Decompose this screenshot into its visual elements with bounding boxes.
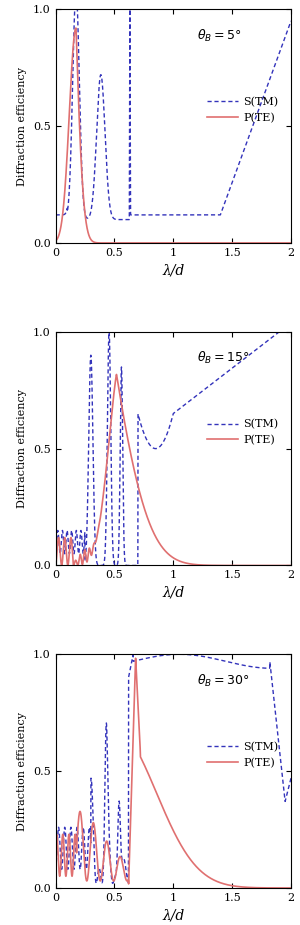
P(TE): [259, 882, 263, 894]
Line: P(TE): P(TE): [56, 375, 291, 565]
S(TM): [154, 651, 158, 662]
S(TM): [54, 864, 57, 875]
P(TE): [81, 826, 84, 837]
P(TE): [154, 532, 158, 543]
P(TE): [54, 235, 57, 246]
S(TM): [289, 16, 293, 27]
P(TE): [94, 843, 98, 854]
Line: P(TE): P(TE): [56, 659, 291, 888]
P(TE): [94, 534, 98, 545]
Text: $\theta_{B}=15°$: $\theta_{B}=15°$: [197, 351, 249, 366]
P(TE): [115, 369, 118, 380]
P(TE): [289, 238, 293, 249]
P(TE): [285, 560, 288, 571]
S(TM): [81, 180, 84, 191]
S(TM): [259, 340, 263, 352]
S(TM): [285, 790, 288, 801]
P(TE): [54, 838, 57, 849]
S(TM): [94, 878, 98, 889]
P(TE): [144, 508, 148, 519]
Y-axis label: Diffraction efficiency: Diffraction efficiency: [17, 389, 27, 508]
S(TM): [154, 209, 158, 220]
S(TM): [95, 130, 98, 141]
S(TM): [111, 878, 115, 889]
S(TM): [73, 4, 76, 15]
S(TM): [144, 433, 148, 444]
S(TM): [260, 97, 263, 108]
S(TM): [128, 214, 131, 225]
P(TE): [54, 560, 57, 571]
S(TM): [278, 327, 281, 338]
S(TM): [144, 209, 148, 220]
S(TM): [154, 443, 158, 454]
S(TM): [178, 648, 181, 660]
Legend: S(TM), P(TE): S(TM), P(TE): [202, 737, 283, 772]
P(TE): [259, 560, 263, 571]
P(TE): [289, 882, 293, 894]
S(TM): [81, 542, 84, 553]
P(TE): [144, 238, 148, 249]
X-axis label: λ/d: λ/d: [162, 264, 184, 278]
X-axis label: λ/d: λ/d: [162, 908, 184, 922]
P(TE): [74, 22, 78, 33]
P(TE): [134, 653, 137, 664]
P(TE): [95, 237, 98, 248]
P(TE): [81, 179, 84, 191]
S(TM): [54, 549, 57, 560]
P(TE): [154, 238, 158, 249]
S(TM): [144, 653, 148, 664]
P(TE): [285, 238, 288, 249]
Line: S(TM): S(TM): [56, 654, 291, 883]
Legend: S(TM), P(TE): S(TM), P(TE): [202, 414, 283, 450]
X-axis label: λ/d: λ/d: [162, 586, 184, 600]
S(TM): [94, 554, 98, 565]
S(TM): [285, 28, 288, 39]
Line: S(TM): S(TM): [56, 332, 291, 565]
Y-axis label: Diffraction efficiency: Diffraction efficiency: [17, 711, 27, 831]
S(TM): [136, 560, 140, 571]
P(TE): [144, 763, 148, 774]
P(TE): [154, 786, 158, 797]
P(TE): [289, 560, 293, 571]
Text: $\theta_{B}=30°$: $\theta_{B}=30°$: [197, 672, 249, 689]
P(TE): [259, 238, 263, 249]
S(TM): [285, 327, 288, 338]
S(TM): [289, 772, 293, 783]
Line: S(TM): S(TM): [56, 9, 291, 219]
Text: $\theta_{B}=5°$: $\theta_{B}=5°$: [197, 28, 241, 43]
Legend: S(TM), P(TE): S(TM), P(TE): [202, 92, 283, 128]
P(TE): [285, 882, 288, 894]
Y-axis label: Diffraction efficiency: Diffraction efficiency: [17, 67, 27, 186]
S(TM): [260, 662, 263, 673]
S(TM): [54, 209, 57, 220]
Line: P(TE): P(TE): [56, 28, 291, 243]
S(TM): [81, 828, 84, 839]
S(TM): [289, 327, 293, 338]
P(TE): [81, 559, 84, 570]
